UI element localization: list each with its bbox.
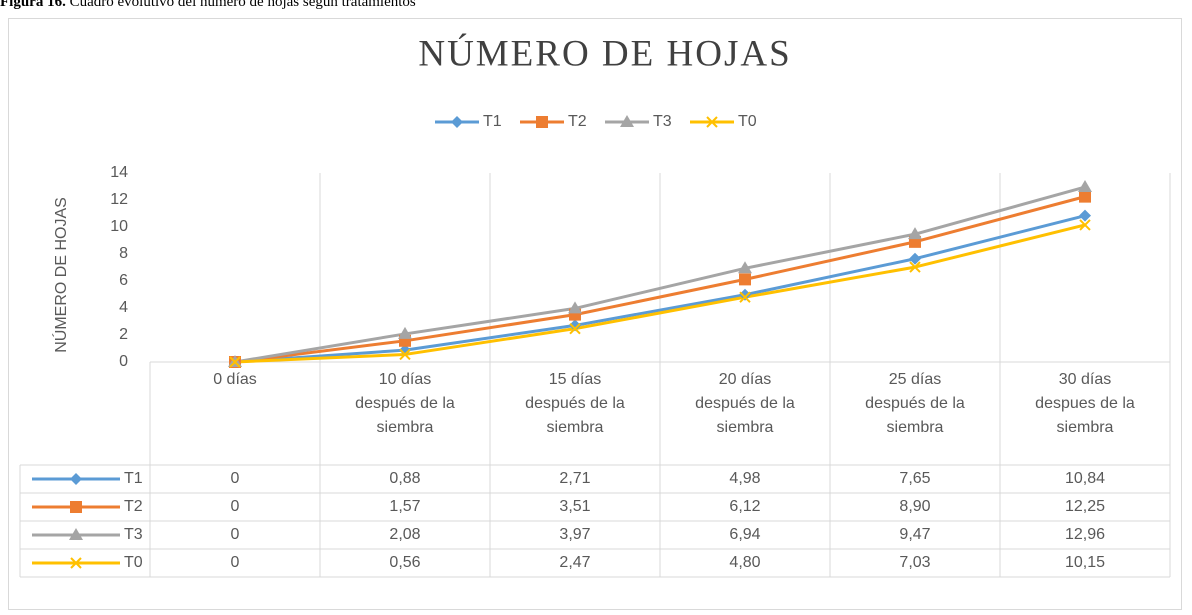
series-line bbox=[234, 195, 1086, 364]
table-value: 2,08 bbox=[389, 526, 420, 543]
table-value: 8,90 bbox=[899, 498, 930, 515]
y-tick-label: 14 bbox=[110, 164, 128, 181]
marker-stroke bbox=[229, 356, 241, 368]
table-marker bbox=[70, 557, 82, 569]
data-point bbox=[738, 261, 752, 274]
data-point bbox=[568, 301, 582, 314]
series-line bbox=[234, 185, 1086, 364]
chart-title: NÚMERO DE HOJAS bbox=[418, 32, 791, 74]
table-value: 0 bbox=[231, 554, 240, 571]
table-value: 4,98 bbox=[729, 470, 760, 487]
marker-stroke bbox=[70, 557, 82, 569]
table-value: 12,25 bbox=[1065, 498, 1105, 515]
data-point bbox=[1078, 180, 1092, 193]
caption: Figura 16. Cuadro evolutivo del número d… bbox=[0, 0, 416, 11]
table-series-name: T0 bbox=[124, 554, 143, 571]
data-point bbox=[569, 322, 581, 335]
table-value: 6,94 bbox=[729, 526, 760, 543]
table-value: 0 bbox=[231, 498, 240, 515]
chart-frame bbox=[8, 18, 1182, 610]
table-value: 10,84 bbox=[1065, 470, 1105, 487]
x-tick-label: 30 días despues de la siembra bbox=[1035, 371, 1135, 436]
data-point bbox=[909, 261, 921, 273]
y-tick-label: 6 bbox=[119, 272, 128, 289]
table-series-name: T2 bbox=[124, 498, 143, 515]
legend-marker bbox=[706, 116, 718, 128]
data-point bbox=[739, 291, 751, 303]
marker-stroke bbox=[1079, 219, 1091, 231]
data-point bbox=[909, 252, 921, 265]
table-value: 0,88 bbox=[389, 470, 420, 487]
caption-text: Cuadro evolutivo del número de hojas seg… bbox=[69, 0, 416, 10]
table-value: 10,15 bbox=[1065, 554, 1105, 571]
table-value: 9,47 bbox=[899, 526, 930, 543]
series-line bbox=[234, 214, 1086, 364]
data-point bbox=[399, 344, 411, 357]
marker-stroke bbox=[909, 261, 921, 273]
table-series-name: T1 bbox=[124, 470, 143, 487]
y-tick-label: 12 bbox=[110, 191, 128, 208]
x-tick-label: 10 días después de la siembra bbox=[355, 371, 455, 436]
y-tick-label: 2 bbox=[119, 326, 128, 343]
data-point bbox=[398, 326, 412, 339]
legend-marker bbox=[620, 115, 634, 127]
x-tick-label: 20 días después de la siembra bbox=[695, 371, 795, 436]
y-tick-label: 8 bbox=[119, 245, 128, 262]
table-value: 2,71 bbox=[559, 470, 590, 487]
table-value: 3,97 bbox=[559, 526, 590, 543]
data-point bbox=[1079, 209, 1091, 222]
data-point bbox=[739, 273, 751, 286]
x-tick-label: 25 días después de la siembra bbox=[865, 371, 965, 436]
table-value: 7,03 bbox=[899, 554, 930, 571]
caption-label: Figura 16. bbox=[0, 0, 66, 10]
marker-stroke bbox=[569, 322, 581, 335]
table-value: 0,56 bbox=[389, 554, 420, 571]
table-value: 3,51 bbox=[559, 498, 590, 515]
data-point bbox=[569, 319, 581, 332]
data-point bbox=[1079, 219, 1091, 231]
data-point bbox=[1079, 190, 1091, 203]
legend-label: T1 bbox=[483, 113, 502, 130]
table-value: 12,96 bbox=[1065, 526, 1105, 543]
table-value: 4,80 bbox=[729, 554, 760, 571]
marker-stroke bbox=[739, 291, 751, 303]
table-marker bbox=[70, 473, 82, 485]
table-value: 0 bbox=[231, 526, 240, 543]
x-tick-label: 0 días bbox=[213, 371, 257, 388]
table-marker bbox=[70, 501, 82, 513]
table-value: 1,57 bbox=[389, 498, 420, 515]
legend-marker bbox=[451, 116, 463, 128]
y-axis-title: NÚMERO DE HOJAS bbox=[51, 197, 70, 353]
series-line bbox=[234, 223, 1086, 364]
x-tick-label: 15 días después de la siembra bbox=[525, 371, 625, 436]
data-point bbox=[739, 288, 751, 301]
y-tick-label: 4 bbox=[119, 299, 128, 316]
table-value: 6,12 bbox=[729, 498, 760, 515]
table-marker bbox=[69, 528, 83, 540]
marker-stroke bbox=[399, 348, 411, 361]
table-series-name: T3 bbox=[124, 526, 143, 543]
data-point bbox=[229, 356, 241, 368]
legend-label: T0 bbox=[738, 113, 757, 130]
legend-label: T3 bbox=[653, 113, 672, 130]
data-point bbox=[908, 227, 922, 240]
table-value: 7,65 bbox=[899, 470, 930, 487]
data-point bbox=[399, 348, 411, 361]
table-value: 2,47 bbox=[559, 554, 590, 571]
marker-stroke bbox=[706, 116, 718, 128]
y-tick-label: 0 bbox=[119, 353, 128, 370]
legend-label: T2 bbox=[568, 113, 587, 130]
legend-marker bbox=[536, 116, 548, 128]
y-tick-label: 10 bbox=[110, 218, 128, 235]
table-value: 0 bbox=[231, 470, 240, 487]
